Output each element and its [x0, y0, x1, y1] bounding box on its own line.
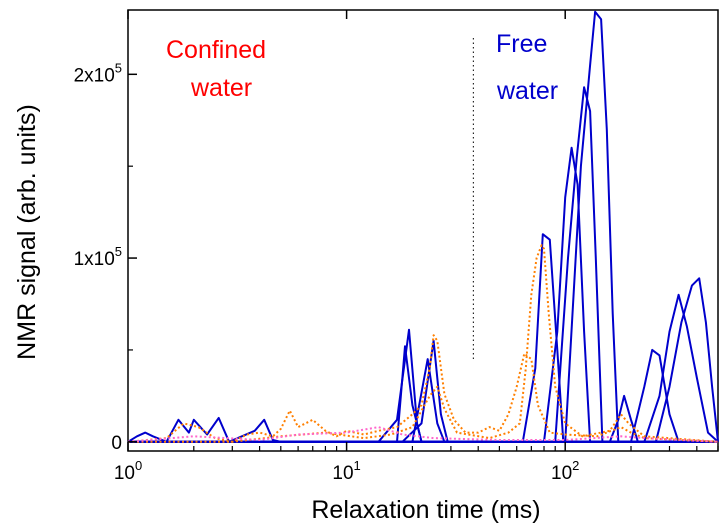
- series-line-7: [128, 10, 718, 443]
- annotation-confined-line2: water: [190, 74, 252, 102]
- y-axis-title: NMR signal (arb. units): [13, 104, 41, 360]
- series-line-0: [127, 345, 718, 443]
- plot-frame: [127, 9, 719, 452]
- axes-layer: 100 101 102 0 1x105 2x105: [74, 10, 719, 484]
- series-layer: [127, 10, 719, 443]
- series-line-12: [127, 334, 719, 443]
- x-tick-label-2: 102: [551, 458, 579, 484]
- series-line-3: [128, 358, 718, 443]
- x-axis-title: Relaxation time (ms): [311, 496, 540, 524]
- annotation-confined-line1: Confined: [166, 36, 266, 64]
- series-line-4: [128, 233, 718, 443]
- series-line-14: [127, 426, 719, 443]
- series-line-2: [128, 339, 718, 443]
- series-line-11: [128, 277, 719, 443]
- y-tick-label-0: 0: [111, 433, 122, 454]
- y-tick-label-2: 2x105: [74, 60, 122, 86]
- series-line-5: [128, 146, 718, 443]
- y-tick-label-1: 1x105: [74, 244, 122, 270]
- annotation-free-line1: Free: [496, 30, 547, 58]
- series-line-10: [128, 293, 719, 443]
- x-tick-label-0: 100: [114, 458, 142, 484]
- series-line-9: [128, 348, 718, 443]
- x-tick-label-1: 101: [332, 458, 360, 484]
- annotation-free-line2: water: [496, 77, 558, 105]
- series-line-6: [128, 86, 718, 443]
